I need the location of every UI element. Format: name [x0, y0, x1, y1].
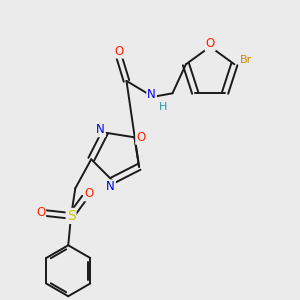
Text: O: O — [114, 45, 123, 58]
Text: N: N — [96, 123, 105, 136]
Text: N: N — [106, 180, 115, 193]
Text: O: O — [36, 206, 45, 219]
Text: O: O — [206, 37, 215, 50]
Text: S: S — [67, 209, 75, 223]
Text: N: N — [147, 88, 156, 100]
Text: H: H — [159, 102, 167, 112]
Text: O: O — [136, 131, 146, 144]
Text: Br: Br — [240, 55, 252, 65]
Text: O: O — [85, 188, 94, 200]
